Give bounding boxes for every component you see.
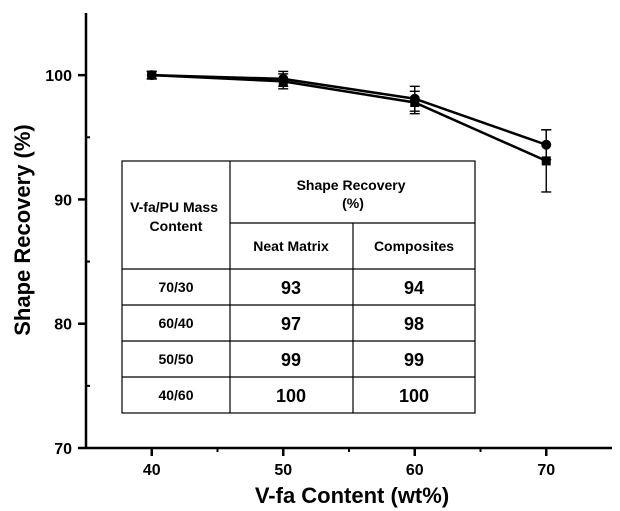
data-point-square [278,76,288,86]
table-cell: 99 [404,350,424,370]
table-border [121,160,476,414]
data-point-square [541,156,551,166]
table-cell: 98 [404,314,424,334]
data-point-square [410,97,420,107]
data-point-square [147,70,157,80]
y-tick-label: 70 [54,441,72,458]
y-tick-label: 80 [54,317,72,334]
table-cell: 100 [399,386,429,406]
y-axis-title: Shape Recovery (%) [10,124,35,336]
y-tick-label: 90 [54,192,72,209]
table-cell: 94 [404,278,424,298]
table-row-label: 50/50 [158,351,193,367]
inset-table: V-fa/PU Mass Content Shape Recovery (%) … [121,160,476,414]
y-tick-label: 100 [45,68,72,85]
table-cell: 100 [276,386,306,406]
table-cell: 97 [281,314,301,334]
series-line-square [151,73,547,163]
table-row-label: 70/30 [158,279,193,295]
table-group-header: Shape Recovery (%) [297,177,410,211]
table-row-label: 40/60 [158,387,193,403]
x-tick-label: 60 [406,462,424,479]
x-tick-label: 40 [143,462,161,479]
x-tick-label: 70 [537,462,555,479]
table-column-header: Neat Matrix [253,238,329,254]
table-cell: 93 [281,278,301,298]
table-cell: 99 [281,350,301,370]
x-axis-title: V-fa Content (wt%) [255,483,449,508]
table-row-label: 60/40 [158,315,193,331]
table-column-header: Composites [374,238,454,254]
x-tick-label: 50 [274,462,292,479]
table-row-header: V-fa/PU Mass Content [130,199,222,234]
